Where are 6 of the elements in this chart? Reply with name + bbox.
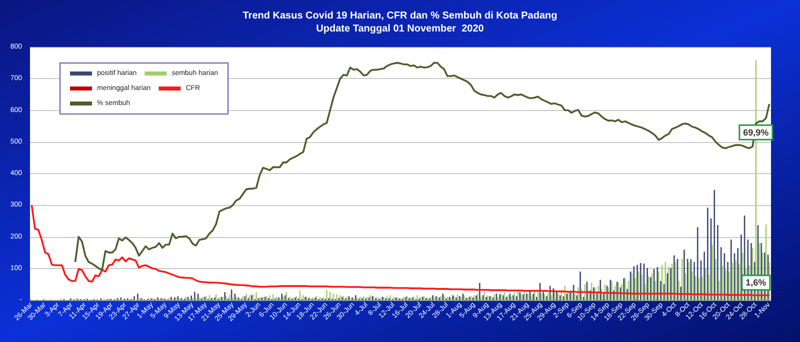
line-series (74, 62, 770, 271)
chart-subtitle: Update Tanggal 01 November 2020 (316, 24, 484, 34)
line-series (30, 204, 770, 296)
chart-title: Trend Kasus Covid 19 Harian, CFR dan % Sembuh di Kota Padang (242, 10, 558, 22)
annotation: 1,6% (746, 278, 766, 288)
annotation: 69,9% (743, 127, 769, 138)
